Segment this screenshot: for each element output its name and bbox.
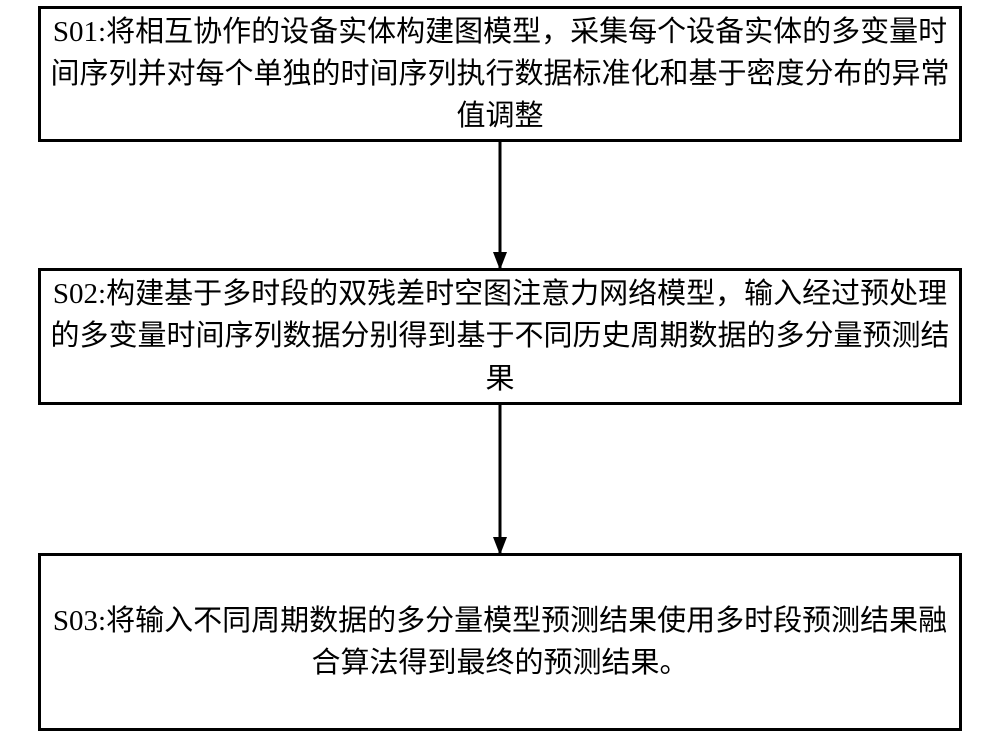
flowchart-node-label: S01:将相互协作的设备实体构建图模型，采集每个设备实体的多变量时间序列并对每个… (49, 11, 951, 137)
flowchart-node-label: S02:构建基于多时段的双残差时空图注意力网络模型，输入经过预处理的多变量时间序… (49, 273, 951, 399)
flowchart-node-s03: S03:将输入不同周期数据的多分量模型预测结果使用多时段预测结果融合算法得到最终… (38, 553, 962, 731)
flowchart-canvas: S01:将相互协作的设备实体构建图模型，采集每个设备实体的多变量时间序列并对每个… (0, 0, 1000, 750)
flowchart-node-s01: S01:将相互协作的设备实体构建图模型，采集每个设备实体的多变量时间序列并对每个… (38, 6, 962, 142)
flowchart-node-label: S03:将输入不同周期数据的多分量模型预测结果使用多时段预测结果融合算法得到最终… (49, 600, 951, 684)
flowchart-node-s02: S02:构建基于多时段的双残差时空图注意力网络模型，输入经过预处理的多变量时间序… (38, 268, 962, 405)
